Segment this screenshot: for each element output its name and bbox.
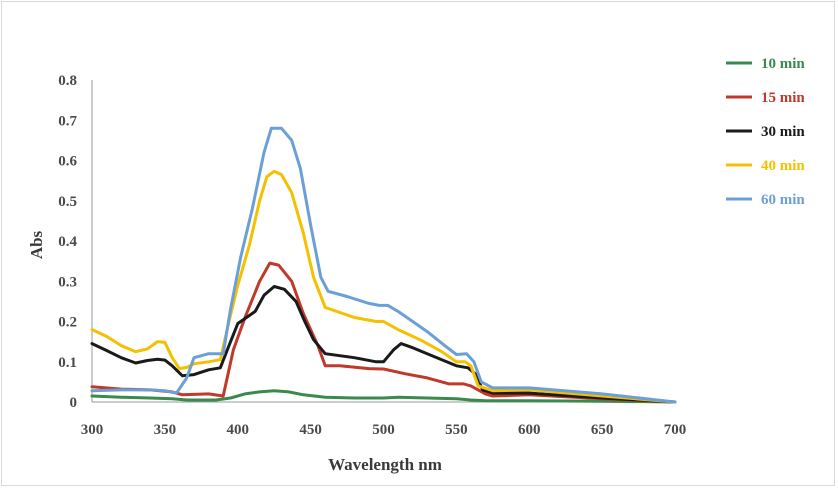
y-tick-label: 0.7 <box>58 113 77 129</box>
y-tick-label: 0.3 <box>58 274 77 290</box>
x-tick-label: 600 <box>518 422 541 438</box>
y-tick-label: 0.6 <box>58 154 77 170</box>
legend-label: 15 min <box>761 90 805 106</box>
y-tick-label: 0.8 <box>58 73 77 89</box>
x-tick-label: 700 <box>664 422 687 438</box>
legend-label: 10 min <box>761 56 805 72</box>
y-tick-labels: 0 0.1 0.2 0.3 0.4 0.5 0.6 0.7 0.8 <box>58 73 77 411</box>
y-tick-label: 0.4 <box>58 234 77 250</box>
legend: 10 min 15 min 30 min 40 min 60 min <box>726 56 805 208</box>
series-line-30-min <box>90 285 677 404</box>
series-line-60-min <box>90 126 677 404</box>
x-tick-label: 450 <box>299 422 322 438</box>
x-tick-labels: 300 350 400 450 500 550 600 650 700 <box>81 422 687 438</box>
x-tick-label: 550 <box>445 422 468 438</box>
x-tick-label: 650 <box>591 422 614 438</box>
series-line-40-min <box>90 169 677 404</box>
axes <box>91 80 675 403</box>
legend-label: 40 min <box>761 158 805 174</box>
x-tick-label: 350 <box>154 422 177 438</box>
y-tick-label: 0.2 <box>58 315 77 331</box>
x-tick-label: 500 <box>372 422 395 438</box>
y-tick-label: 0.5 <box>58 194 77 210</box>
legend-label: 30 min <box>761 124 805 140</box>
y-axis-title: Abs <box>27 230 46 259</box>
x-axis-title: Wavelength nm <box>328 455 442 474</box>
y-tick-label: 0 <box>70 395 78 411</box>
legend-label: 60 min <box>761 192 805 208</box>
x-tick-label: 400 <box>227 422 250 438</box>
series-line-10-min <box>90 389 677 404</box>
series-line-15-min <box>90 261 677 404</box>
x-tick-label: 300 <box>81 422 104 438</box>
series-lines <box>90 126 677 404</box>
y-tick-label: 0.1 <box>58 355 77 371</box>
